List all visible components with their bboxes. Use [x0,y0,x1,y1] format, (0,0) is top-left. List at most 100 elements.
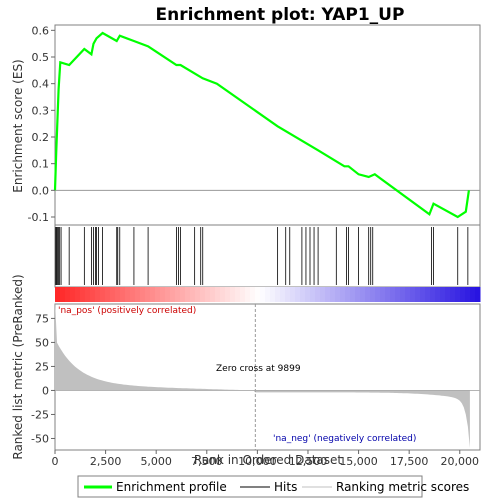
metric-panel [54,303,481,451]
band-segment-74 [425,287,431,302]
band-segment-63 [370,287,376,302]
band-segment-40 [255,287,261,302]
band-segment-42 [265,287,271,302]
ranked-color-band [55,287,481,302]
x-tick-label-7: 17,500 [390,455,429,468]
band-segment-7 [90,287,96,302]
legend-profile-label: Enrichment profile [116,480,227,494]
es-tick-label-5: 0.1 [32,158,50,171]
band-segment-13 [120,287,126,302]
legend: Enrichment profile Hits Ranking metric s… [77,475,469,498]
band-segment-57 [340,287,346,302]
band-segment-29 [200,287,206,302]
es-tick-label-2: 0.4 [32,78,50,91]
band-segment-30 [205,287,211,302]
band-segment-77 [440,287,446,302]
band-segment-45 [280,287,286,302]
x-tick-label-4: 10,000 [238,455,277,468]
band-segment-78 [445,287,451,302]
band-segment-20 [155,287,161,302]
legend-metric-label: Ranking metric scores [336,480,469,494]
legend-hits-label: Hits [274,480,297,494]
band-segment-56 [335,287,341,302]
es-tick-label-4: 0.2 [32,131,50,144]
es-tick-label-1: 0.5 [32,51,50,64]
band-segment-36 [235,287,241,302]
band-segment-60 [355,287,361,302]
band-segment-31 [210,287,216,302]
es-tick-label-0: 0.6 [32,24,50,37]
band-segment-53 [320,287,326,302]
band-segment-65 [380,287,386,302]
es-layer [53,31,480,219]
band-segment-70 [405,287,411,302]
band-segment-47 [290,287,296,302]
band-segment-46 [285,287,291,302]
metric-tick-label-3: 0 [42,384,49,397]
x-tick-label-1: 2,500 [90,455,122,468]
band-segment-10 [105,287,111,302]
positive-correlation-label: 'na_pos' (positively correlated) [58,306,196,316]
band-segment-4 [75,287,81,302]
band-segment-22 [165,287,171,302]
band-segment-43 [270,287,276,302]
x-axis-label: Rank in Ordered Dataset [194,453,342,467]
es-tick-label-3: 0.3 [32,104,50,117]
band-segment-25 [180,287,186,302]
band-segment-67 [390,287,396,302]
band-segment-17 [140,287,146,302]
band-segment-58 [345,287,351,302]
band-segment-21 [160,287,166,302]
band-segment-84 [475,287,481,302]
metric-tick-label-4: -25 [31,408,49,421]
x-tick-label-2: 5,000 [140,455,172,468]
y-axis-label-metric: Ranked list metric (PreRanked) [11,274,25,459]
band-segment-2 [65,287,71,302]
hits-layer [55,227,469,285]
x-tick-label-5: 12,500 [289,455,328,468]
band-segment-26 [185,287,191,302]
band-segment-11 [110,287,116,302]
band-segment-52 [315,287,321,302]
x-tick-label-0: 0 [52,455,59,468]
band-segment-71 [410,287,416,302]
band-segment-8 [95,287,101,302]
band-segment-35 [230,287,236,302]
band-segment-69 [400,287,406,302]
band-segment-0 [55,287,61,302]
band-segment-34 [225,287,231,302]
band-segment-18 [145,287,151,302]
band-segment-37 [240,287,246,302]
band-segment-15 [130,287,136,302]
enrichment-profile-line [53,31,470,219]
es-panel [54,24,481,226]
band-segment-75 [430,287,436,302]
band-segment-19 [150,287,156,302]
es-tick-label-6: 0.0 [32,184,50,197]
band-segment-72 [415,287,421,302]
band-segment-61 [360,287,366,302]
x-tick-label-6: 15,000 [339,455,378,468]
band-segment-76 [435,287,441,302]
band-segment-44 [275,287,281,302]
band-segment-54 [325,287,331,302]
band-segment-23 [170,287,176,302]
metric-tick-label-5: -50 [31,432,49,445]
band-segment-33 [220,287,226,302]
zero-cross-label: Zero cross at 9899 [216,364,301,374]
band-segment-82 [465,287,471,302]
band-segment-66 [385,287,391,302]
band-segment-79 [450,287,456,302]
band-segment-5 [80,287,86,302]
band-segment-24 [175,287,181,302]
es-tick-label-7: -0.1 [28,211,49,224]
metric-tick-label-2: 25 [35,360,49,373]
band-segment-32 [215,287,221,302]
band-segment-81 [460,287,466,302]
band-segment-27 [190,287,196,302]
band-segment-62 [365,287,371,302]
band-segment-6 [85,287,91,302]
band-segment-28 [195,287,201,302]
